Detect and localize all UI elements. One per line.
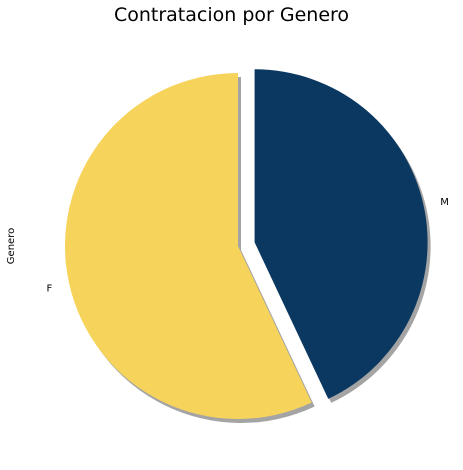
slice-label-f: F [47,284,53,295]
pie-labels: MF [47,197,449,295]
pie-slices [65,69,428,420]
slice-label-m: M [440,197,449,208]
pie-slice-m [254,69,428,399]
y-axis-label: Genero [6,228,17,264]
pie-slice-f [65,73,312,420]
chart-title: Contratacion por Genero [113,4,350,26]
